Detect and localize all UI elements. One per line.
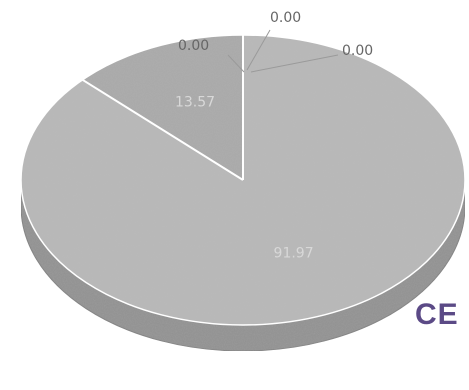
- slice-value-label: 91.97: [274, 245, 314, 261]
- pie-slice: [82, 35, 243, 180]
- slice-separator: [82, 78, 244, 181]
- pie-labels: 91.97 13.57 0.00 0.00 0.00: [20, 10, 466, 326]
- leader-line: [250, 54, 339, 73]
- leader-line: [246, 29, 271, 71]
- watermark-text: CE: [415, 298, 459, 331]
- slice-value-label: 0.00: [178, 38, 209, 54]
- slice-value-label: 0.00: [270, 10, 301, 26]
- slice-value-label: 0.00: [342, 43, 373, 59]
- pie-rim: [20, 34, 466, 326]
- leader-line: [227, 54, 245, 73]
- slice-value-label: 13.57: [175, 95, 215, 111]
